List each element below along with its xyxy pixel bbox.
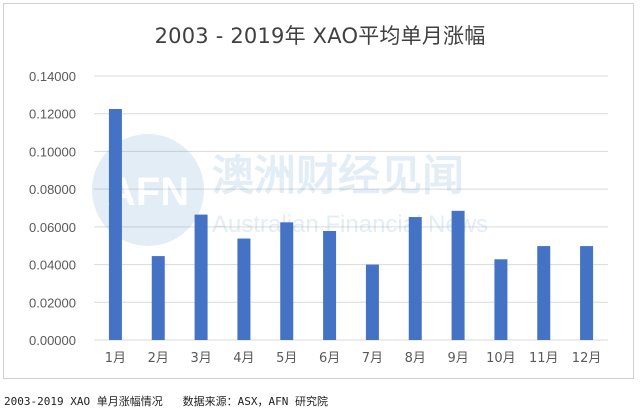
watermark-en-text: Australian Financial News bbox=[212, 211, 488, 238]
x-tick-label: 5月 bbox=[276, 351, 297, 366]
watermark-cn-text: 澳洲财经见闻 bbox=[212, 151, 464, 200]
bar-9 bbox=[451, 210, 465, 340]
y-tick-label: 0.00000 bbox=[29, 333, 76, 348]
bar-chart: 0.14000 0.12000 0.10000 0.08000 0.06000 0.040… bbox=[29, 69, 608, 366]
chart-frame bbox=[3, 3, 634, 379]
bar-4 bbox=[237, 238, 251, 340]
x-tick-label: 6月 bbox=[319, 351, 340, 366]
bar-1 bbox=[108, 109, 122, 340]
gridlines bbox=[94, 75, 608, 341]
x-tick-label: 11月 bbox=[529, 351, 559, 366]
bars bbox=[108, 109, 594, 340]
y-tick-label: 0.10000 bbox=[29, 144, 76, 159]
bar-6 bbox=[323, 231, 337, 340]
y-axis-ticks: 0.14000 0.12000 0.10000 0.08000 0.06000 0.040… bbox=[29, 69, 76, 348]
y-tick-label: 0.02000 bbox=[29, 295, 76, 310]
chart-title: 2003 - 2019年 XAO平均单月涨幅 bbox=[154, 24, 486, 48]
y-tick-label: 0.14000 bbox=[29, 69, 76, 84]
figure-caption: 2003-2019 XAO 单月涨幅情况 数据来源：ASX，AFN 研究院 bbox=[4, 395, 328, 408]
bar-5 bbox=[280, 222, 294, 340]
bar-2 bbox=[151, 256, 165, 340]
bar-10 bbox=[494, 259, 508, 340]
x-tick-label: 2月 bbox=[148, 351, 169, 366]
bar-7 bbox=[365, 264, 379, 340]
y-tick-label: 0.06000 bbox=[29, 220, 76, 235]
bar-11 bbox=[537, 246, 551, 340]
bar-3 bbox=[194, 214, 208, 340]
x-tick-label: 12月 bbox=[572, 351, 602, 366]
x-tick-label: 10月 bbox=[486, 351, 516, 366]
x-tick-label: 9月 bbox=[447, 351, 468, 366]
y-tick-label: 0.12000 bbox=[29, 107, 76, 122]
x-tick-label: 1月 bbox=[105, 351, 126, 366]
x-tick-label: 3月 bbox=[190, 351, 211, 366]
bar-8 bbox=[408, 217, 422, 340]
y-tick-label: 0.04000 bbox=[29, 258, 76, 273]
x-tick-label: 7月 bbox=[362, 351, 383, 366]
x-tick-label: 4月 bbox=[233, 351, 254, 366]
bar-12 bbox=[580, 246, 594, 340]
y-tick-label: 0.08000 bbox=[29, 182, 76, 197]
x-axis-ticks: 1月 2月 3月 4月 5月 6月 7月 8月 9月 10月 11月 12月 bbox=[105, 351, 602, 366]
x-tick-label: 8月 bbox=[405, 351, 426, 366]
